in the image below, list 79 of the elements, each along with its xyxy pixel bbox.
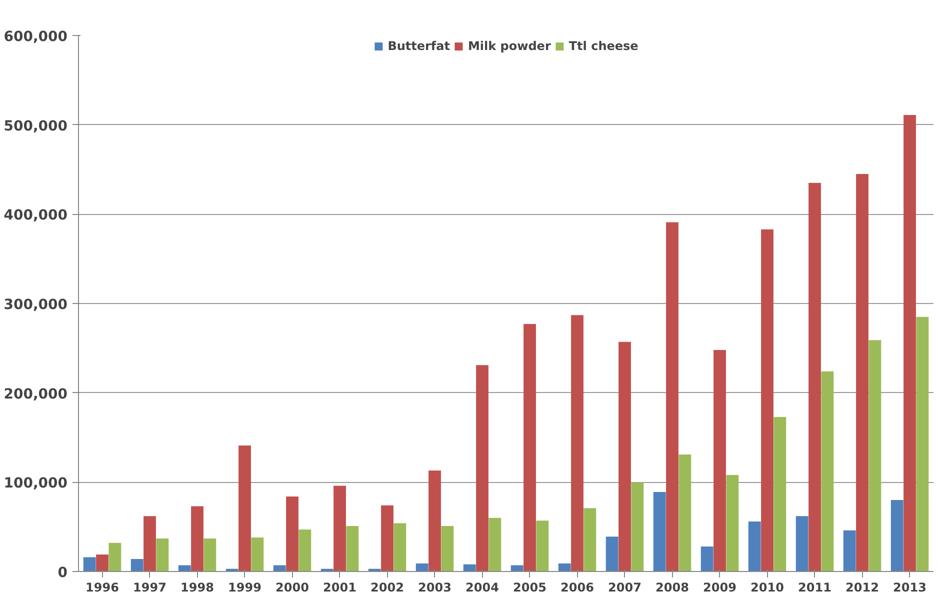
bar xyxy=(618,342,631,572)
bar xyxy=(476,365,488,572)
x-tick-label: 2004 xyxy=(466,580,499,594)
x-tick-label: 2002 xyxy=(370,580,404,594)
bar xyxy=(808,182,821,572)
x-tick-label: 2011 xyxy=(798,580,832,594)
x-tick-label: 2007 xyxy=(608,580,642,594)
y-tick-label: 600,000 xyxy=(4,29,68,45)
bar xyxy=(510,565,524,572)
bar xyxy=(96,554,108,572)
legend-label: Butterfat xyxy=(388,39,450,53)
bar xyxy=(251,538,264,572)
x-tick-label: 2001 xyxy=(323,580,356,594)
bar xyxy=(821,371,834,572)
bar xyxy=(463,564,476,572)
bar xyxy=(774,416,786,572)
bar xyxy=(714,350,726,572)
x-tick-label: 1996 xyxy=(86,580,119,594)
bar xyxy=(761,229,774,572)
x-tick-label: 1999 xyxy=(228,580,262,594)
bar xyxy=(346,526,359,572)
bar xyxy=(726,475,739,572)
x-tick-label: 1998 xyxy=(180,580,214,594)
y-tick-label: 400,000 xyxy=(4,208,68,224)
x-tick-label: 1997 xyxy=(133,580,166,594)
bar xyxy=(273,565,286,572)
bar xyxy=(130,558,144,572)
bar xyxy=(536,520,549,572)
bar xyxy=(558,563,571,572)
x-tick-label: 2008 xyxy=(656,580,689,594)
bar xyxy=(108,542,122,572)
x-tick-label: 2000 xyxy=(276,580,309,594)
bar xyxy=(904,115,916,572)
bar xyxy=(890,500,904,572)
y-tick-label: 200,000 xyxy=(4,386,68,402)
bar xyxy=(334,486,346,572)
bar xyxy=(488,518,502,572)
bar xyxy=(678,454,692,572)
x-tick-label: 2003 xyxy=(418,580,452,594)
bar xyxy=(178,565,191,572)
bar xyxy=(653,492,666,572)
bar xyxy=(286,496,298,572)
bar xyxy=(843,530,856,572)
legend-label: Milk powder xyxy=(468,39,551,53)
bar xyxy=(298,530,312,572)
bar xyxy=(381,505,394,572)
bar xyxy=(191,506,204,572)
bar xyxy=(238,446,251,572)
bar xyxy=(796,516,808,572)
x-tick-label: 2005 xyxy=(513,580,546,594)
x-tick-label: 2012 xyxy=(846,580,879,594)
bar xyxy=(584,508,596,572)
bar xyxy=(156,538,169,572)
bar xyxy=(416,563,428,572)
y-tick-label: 300,000 xyxy=(4,297,68,313)
bar xyxy=(748,521,761,572)
bar xyxy=(428,470,441,572)
y-tick-label: 0 xyxy=(58,565,68,581)
bar xyxy=(83,557,96,572)
bar xyxy=(204,538,216,572)
bar xyxy=(144,516,156,572)
x-tick-label: 2010 xyxy=(750,580,784,594)
bar xyxy=(916,316,929,572)
bar xyxy=(524,324,536,572)
bar xyxy=(606,536,618,572)
legend-label: Ttl cheese xyxy=(568,39,638,53)
bar xyxy=(631,482,644,572)
bar xyxy=(700,546,714,572)
x-tick-label: 2006 xyxy=(560,580,594,594)
bar xyxy=(571,315,584,572)
bar xyxy=(441,526,454,572)
bar xyxy=(868,340,882,572)
y-tick-label: 500,000 xyxy=(4,118,68,134)
x-tick-label: 2009 xyxy=(703,580,736,594)
bar xyxy=(666,222,678,572)
x-tick-label: 2013 xyxy=(893,580,926,594)
bar xyxy=(394,523,406,572)
bar xyxy=(856,174,868,572)
y-tick-label: 100,000 xyxy=(4,476,68,492)
